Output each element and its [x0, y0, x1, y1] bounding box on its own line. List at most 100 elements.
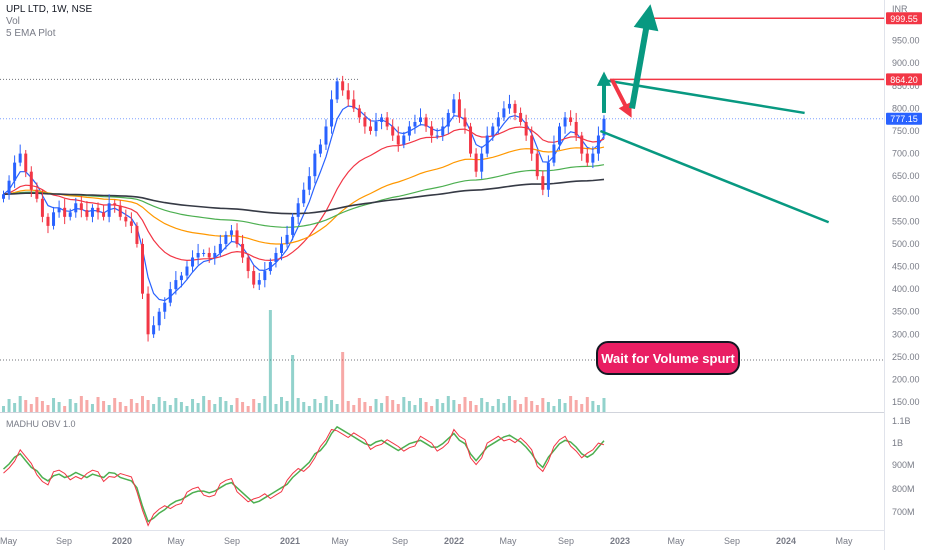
volume-bar	[179, 402, 183, 412]
volume-bar	[341, 352, 345, 412]
volume-bar	[224, 401, 228, 412]
volume-bar	[285, 401, 289, 412]
volume-bar	[569, 396, 573, 412]
price-tick-label: 350.00	[892, 307, 920, 317]
volume-bar	[491, 406, 495, 412]
volume-bar	[424, 402, 428, 412]
price-tick-label: 200.00	[892, 374, 920, 384]
candle-body	[280, 243, 283, 253]
candle-body	[585, 153, 589, 163]
candle-body	[591, 153, 595, 163]
candle-body	[141, 243, 144, 294]
candle-body	[146, 293, 150, 335]
price-tick-label: 800.00	[892, 103, 920, 113]
volume-bar	[218, 397, 222, 412]
candle-body	[563, 117, 567, 127]
candle-body	[363, 117, 367, 127]
volume-bar	[357, 398, 361, 412]
price-tick-label: 450.00	[892, 262, 920, 272]
candle-body	[474, 153, 478, 172]
volume-bar	[585, 397, 589, 412]
volume-bar	[552, 406, 556, 412]
candle-body	[496, 117, 500, 127]
volume-bar	[318, 403, 322, 412]
candle-body	[480, 153, 484, 172]
volume-bar	[141, 396, 144, 412]
price-tick-label: 850.00	[892, 81, 920, 91]
volume-bar	[324, 396, 328, 412]
candle-body	[96, 207, 100, 213]
candle-body	[446, 112, 450, 127]
candle-body	[52, 212, 56, 226]
volume-bar	[263, 396, 267, 412]
candle-body	[469, 126, 473, 154]
time-tick-label: May	[0, 536, 18, 546]
volume-bar	[519, 404, 523, 412]
volume-bar	[535, 405, 539, 412]
candle-body	[107, 203, 111, 217]
candle-body	[407, 126, 411, 136]
time-tick-label: May	[167, 536, 185, 546]
candle-body	[224, 234, 228, 244]
annotation-arrowhead	[596, 71, 612, 86]
volume-bar	[352, 405, 356, 412]
candle-body	[18, 153, 22, 163]
volume-bar	[46, 405, 50, 412]
price-marker-label: 864.20	[890, 75, 918, 85]
candle-body	[46, 216, 50, 226]
volume-bar	[474, 405, 478, 412]
volume-bar	[113, 398, 117, 412]
candle-body	[35, 189, 39, 199]
candle-body	[57, 207, 61, 213]
candle-body	[207, 252, 211, 258]
volume-bar	[480, 398, 484, 412]
price-tick-label: 300.00	[892, 329, 920, 339]
volume-bar	[57, 402, 61, 412]
candle-body	[457, 99, 461, 118]
candle-body	[307, 176, 311, 190]
volume-bar	[157, 397, 161, 412]
candle-body	[463, 117, 467, 127]
volume-bar	[541, 398, 545, 412]
volume-bar	[79, 396, 83, 412]
candle-body	[268, 262, 272, 272]
pane-divider	[0, 412, 884, 413]
price-marker-box	[886, 12, 922, 25]
volume-bar	[391, 400, 395, 412]
time-tick-label: 2024	[776, 536, 796, 546]
candle-body	[558, 126, 561, 145]
price-tick-label: 900.00	[892, 58, 920, 68]
volume-bar	[507, 396, 511, 412]
volume-bar	[402, 397, 406, 412]
volume-bar	[296, 398, 300, 412]
candle-body	[196, 252, 200, 258]
volume-bar	[118, 402, 122, 412]
time-tick-label: May	[331, 536, 349, 546]
volume-bar	[374, 399, 378, 412]
candle-body	[90, 207, 94, 217]
candle-body	[441, 126, 445, 136]
candle-body	[391, 126, 395, 136]
candle-body	[29, 171, 33, 190]
candle-body	[202, 252, 206, 254]
candle-body	[213, 252, 217, 258]
volume-bar	[90, 404, 94, 412]
candle-body	[129, 221, 133, 226]
time-tick-label: Sep	[558, 536, 574, 546]
volume-bar	[52, 398, 56, 412]
volume-bar	[274, 404, 278, 412]
volume-bar	[335, 404, 339, 412]
price-marker-box	[886, 73, 922, 86]
volume-bar	[129, 399, 133, 412]
volume-bar	[202, 396, 206, 412]
candle-body	[118, 205, 122, 217]
volume-bar	[435, 399, 439, 412]
ema-line	[3, 126, 605, 262]
candle-body	[519, 112, 523, 122]
volume-bar	[563, 403, 567, 412]
price-tick-label: 250.00	[892, 352, 920, 362]
price-tick-label: 650.00	[892, 171, 920, 181]
price-axis-line	[884, 0, 885, 550]
volume-bar	[602, 398, 606, 412]
